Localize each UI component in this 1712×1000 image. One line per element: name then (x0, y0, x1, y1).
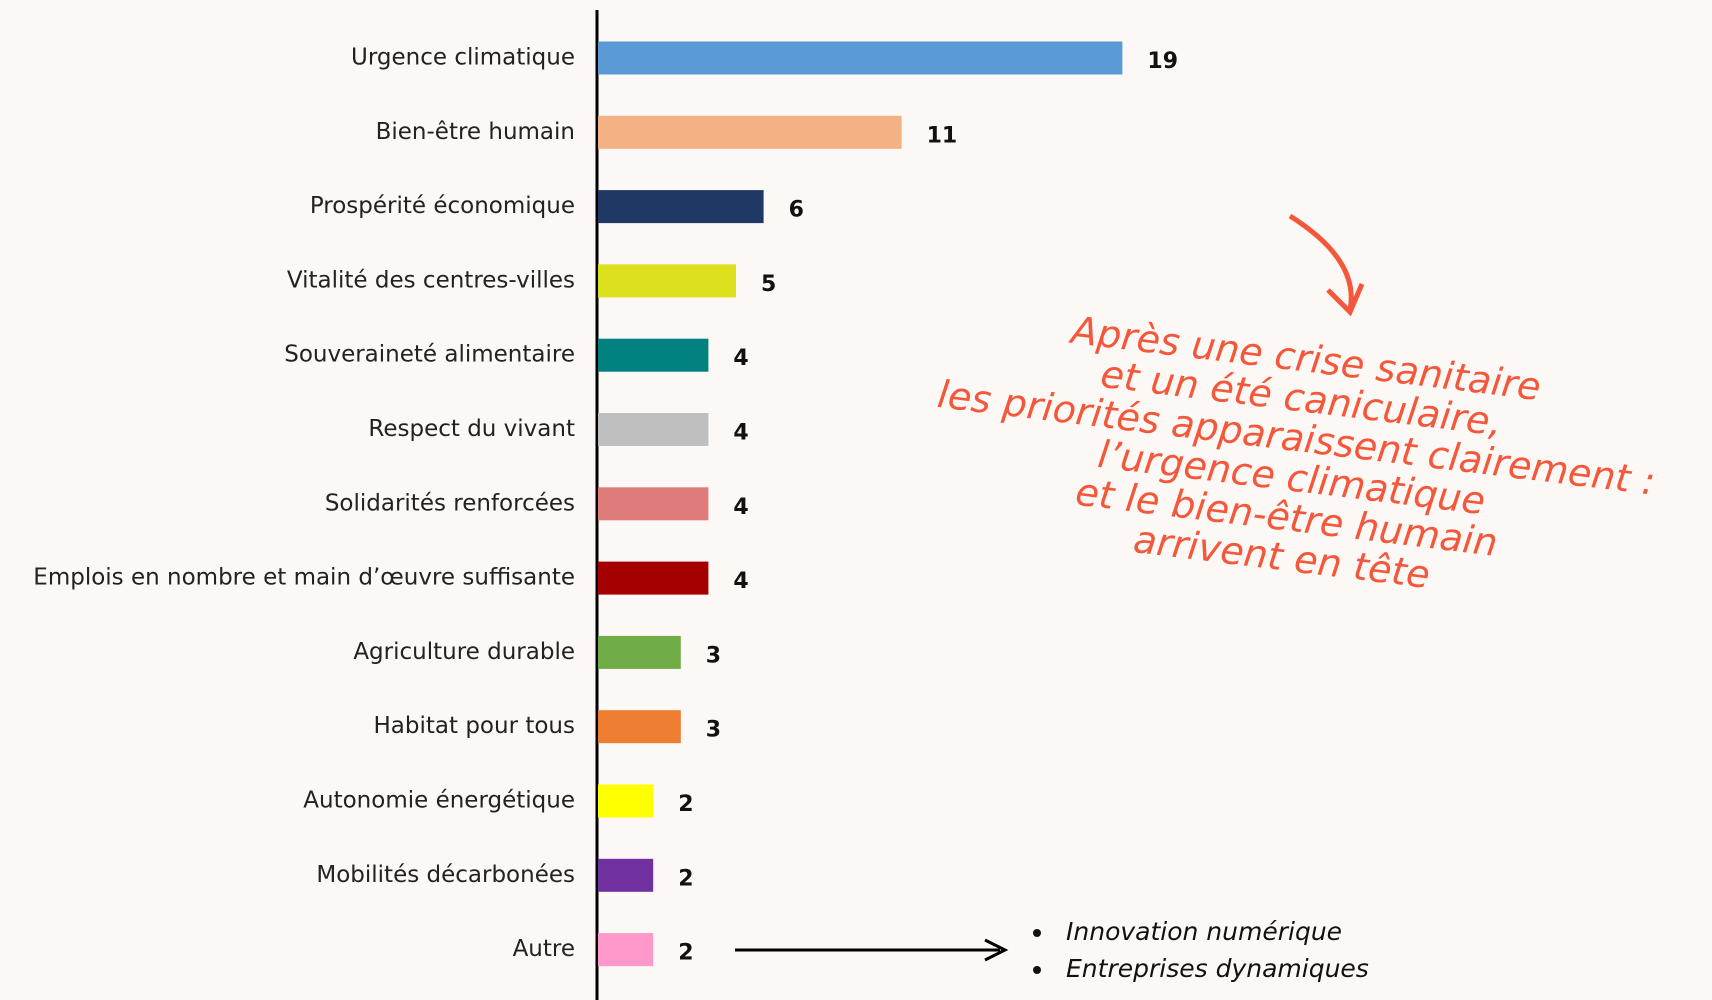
bar (598, 41, 1123, 75)
bar (598, 933, 654, 967)
bar (598, 784, 654, 818)
bullet (1033, 966, 1041, 974)
value-label: 4 (733, 346, 748, 371)
category-label: Habitat pour tous (374, 713, 576, 739)
category-label: Emplois en nombre et main d’œuvre suffis… (33, 565, 575, 591)
bullet (1033, 929, 1041, 937)
annotation-arrow (1288, 213, 1354, 311)
bar (598, 710, 681, 744)
category-label: Respect du vivant (368, 416, 575, 442)
category-label: Mobilités décarbonées (316, 862, 575, 888)
bar (598, 858, 654, 892)
category-label: Agriculture durable (353, 639, 575, 665)
value-label: 4 (733, 421, 748, 446)
other-item: Innovation numérique (1066, 917, 1342, 946)
category-label: Solidarités renforcées (325, 490, 575, 516)
value-label: 4 (733, 495, 748, 520)
bar (598, 190, 764, 224)
value-label: 2 (678, 866, 693, 891)
bar (598, 487, 709, 521)
category-label: Bien-être humain (376, 119, 575, 145)
bar (598, 338, 709, 372)
other-item: Entreprises dynamiques (1066, 954, 1369, 983)
value-label: 19 (1147, 49, 1178, 74)
other-arrowhead (984, 938, 1009, 962)
category-label: Prospérité économique (310, 193, 575, 219)
value-label: 4 (733, 569, 748, 594)
value-label: 2 (678, 792, 693, 817)
category-label: Souveraineté alimentaire (284, 342, 575, 368)
category-label: Autonomie énergétique (303, 788, 575, 814)
category-label: Vitalité des centres-villes (287, 267, 575, 293)
bar (598, 635, 681, 669)
value-label: 11 (927, 123, 958, 148)
annotation-arrowhead (1326, 283, 1365, 317)
category-label: Urgence climatique (351, 45, 575, 71)
category-label: Autre (513, 936, 575, 962)
value-label: 3 (706, 718, 721, 743)
value-label: 2 (678, 941, 693, 966)
bar (598, 413, 709, 446)
bar (598, 115, 902, 149)
bar (598, 264, 736, 298)
value-label: 5 (761, 272, 776, 297)
value-label: 6 (789, 198, 804, 223)
bar (598, 561, 709, 595)
value-label: 3 (706, 643, 721, 668)
